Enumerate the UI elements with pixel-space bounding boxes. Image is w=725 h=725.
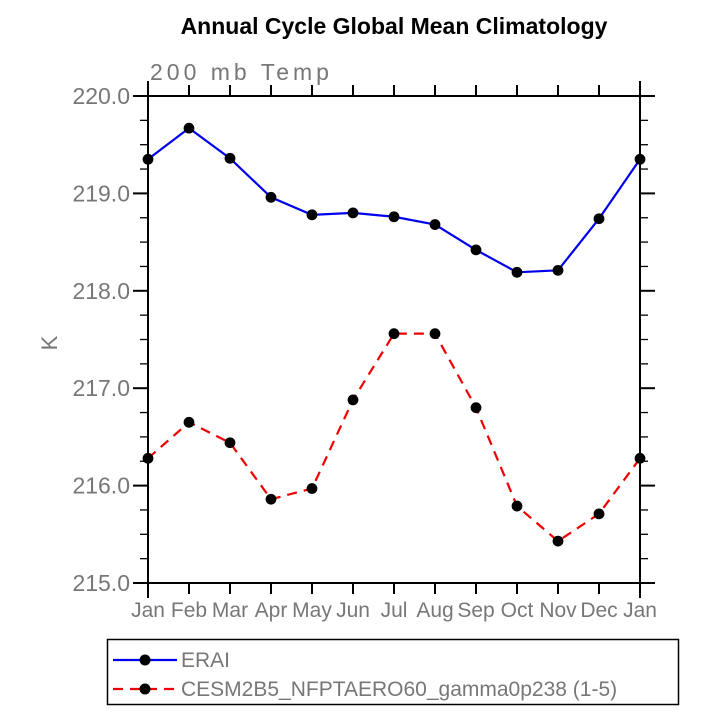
- data-point: [388, 328, 400, 340]
- y-tick-label: 216.0: [72, 473, 130, 499]
- data-point: [306, 483, 318, 494]
- x-tick-label: Feb: [171, 599, 207, 622]
- axes: 215.0 216.0 217.0 218.0 219.0 220.0 Jan Feb Mar A…: [72, 81, 657, 622]
- y-axis-label: K: [37, 335, 62, 350]
- data-point: [429, 219, 441, 230]
- legend-marker-erai-icon: [139, 654, 151, 666]
- data-point: [183, 122, 195, 134]
- legend-label-erai: ERAI: [181, 649, 230, 672]
- data-point: [552, 535, 564, 547]
- x-tick-label: Sep: [457, 599, 494, 622]
- data-point: [347, 394, 359, 406]
- data-point: [347, 207, 359, 219]
- data-point: [265, 191, 277, 203]
- x-tick-label: Jun: [336, 599, 370, 622]
- data-point: [511, 266, 523, 278]
- chart-title: Annual Cycle Global Mean Climatology: [181, 13, 608, 39]
- x-tick-label: Dec: [580, 599, 617, 622]
- legend-label-cesm: CESM2B5_NFPTAERO60_gamma0p238 (1-5): [181, 678, 617, 701]
- x-tick-label: Nov: [539, 599, 577, 622]
- legend-box: [106, 638, 680, 706]
- legend: ERAI CESM2B5_NFPTAERO60_gamma0p238 (1-5): [106, 638, 680, 706]
- data-point: [142, 452, 154, 464]
- data-point: [593, 508, 605, 520]
- data-point: [306, 209, 318, 221]
- series-line-cesm: [147, 332, 641, 543]
- data-point: [183, 416, 195, 428]
- x-tick-label: Jan: [623, 599, 657, 622]
- data-point: [634, 153, 646, 165]
- x-tick-label: Jan: [131, 599, 165, 622]
- y-tick-label: 215.0: [72, 570, 130, 596]
- data-point: [429, 328, 441, 340]
- data-point: [511, 500, 523, 512]
- data-point: [552, 264, 564, 276]
- x-tick-label: May: [292, 599, 332, 622]
- y-tick-label: 220.0: [72, 83, 130, 109]
- data-point: [634, 452, 646, 464]
- x-tick-label: Jul: [381, 599, 408, 622]
- y-tick-label: 218.0: [72, 278, 130, 304]
- data-point: [593, 213, 605, 225]
- x-tick-label: Mar: [212, 599, 248, 622]
- x-tick-label: Oct: [501, 599, 534, 622]
- chart-subtitle: 200 mb Temp: [150, 59, 333, 85]
- data-point: [224, 152, 236, 164]
- x-tick-label: Apr: [255, 599, 288, 622]
- data-series: [142, 122, 646, 547]
- y-tick-label: 219.0: [72, 180, 130, 206]
- plot-frame: [147, 95, 641, 584]
- data-point: [142, 153, 154, 165]
- data-point: [265, 493, 277, 505]
- data-point: [388, 211, 400, 223]
- data-point: [470, 244, 482, 256]
- x-tick-label: Aug: [416, 599, 453, 622]
- y-tick-label: 217.0: [72, 375, 130, 401]
- data-point: [470, 402, 482, 414]
- series-line-erai: [147, 126, 641, 274]
- legend-marker-cesm-icon: [139, 683, 151, 695]
- data-point: [224, 437, 236, 449]
